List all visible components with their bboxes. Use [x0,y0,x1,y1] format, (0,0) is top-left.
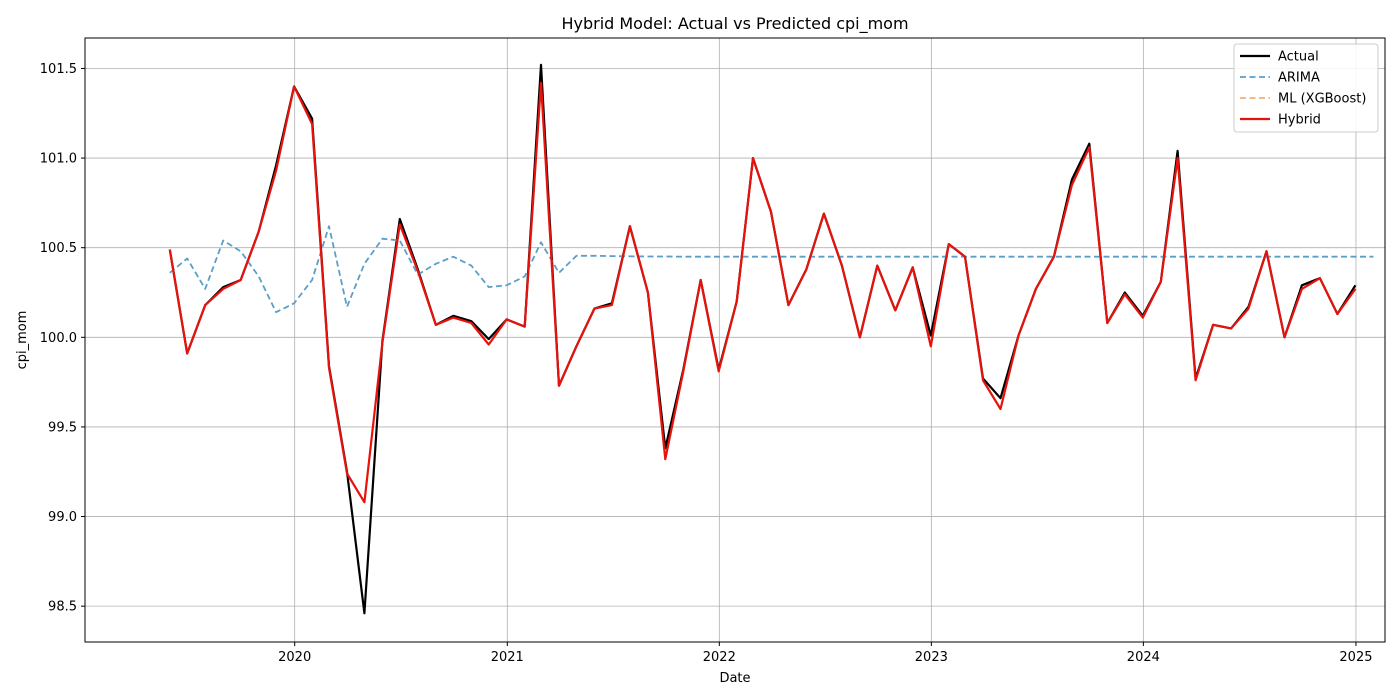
x-axis-label: Date [719,671,750,686]
plot-frame [84,37,1386,643]
y-tick-label: 100.0 [40,331,77,346]
axis-ticks: 2020 2021 2022 2023 2024 2025 98.5 99.0 99.5 100.… [40,62,1373,665]
y-tick-label: 99.0 [48,510,77,525]
legend-label: ARIMA [1278,71,1320,86]
x-tick-label: 2022 [703,650,736,665]
y-axis-label: cpi_mom [15,311,30,370]
x-tick-label: 2025 [1339,650,1372,665]
y-tick-label: 101.0 [40,152,77,167]
y-tick-label: 99.5 [48,420,77,435]
x-tick-label: 2024 [1127,650,1160,665]
x-tick-label: 2023 [915,650,948,665]
x-tick-label: 2020 [278,650,311,665]
legend-label: Actual [1278,50,1319,65]
plot-background [85,38,1385,642]
y-tick-label: 101.5 [40,62,77,77]
series-line-hybrid [168,81,1357,504]
legend-box [1233,43,1379,133]
y-tick-label: 100.5 [40,241,77,256]
y-tick-label: 98.5 [48,600,77,615]
x-tick-label: 2021 [491,650,524,665]
series-lines [168,63,1374,615]
legend-label: ML (XGBoost) [1278,92,1366,107]
chart-title: Hybrid Model: Actual vs Predicted cpi_mo… [561,14,908,34]
series-line-arima [169,225,1374,314]
legend: Actual ARIMA ML (XGBoost) Hybrid [1233,43,1379,133]
grid-lines [85,38,1385,642]
legend-label: Hybrid [1278,113,1321,128]
